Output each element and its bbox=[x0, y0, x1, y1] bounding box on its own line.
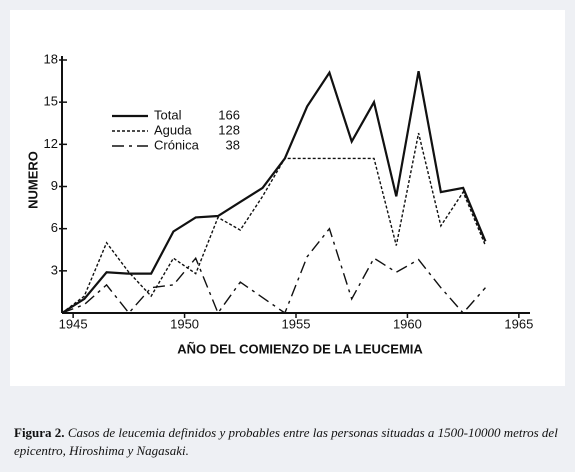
legend-label: Crónica bbox=[154, 137, 200, 152]
chart-panel bbox=[10, 10, 565, 386]
series-line bbox=[61, 70, 487, 314]
legend-count: 38 bbox=[226, 137, 240, 152]
y-tick-label: 3 bbox=[51, 262, 58, 277]
y-tick-label: 18 bbox=[44, 51, 58, 66]
x-tick-label: 1945 bbox=[59, 316, 88, 331]
legend-count: 128 bbox=[218, 122, 240, 137]
legend-label: Aguda bbox=[154, 122, 192, 137]
caption: Figura 2. Casos de leucemia definidos y … bbox=[14, 424, 564, 460]
caption-text: Casos de leucemia definidos y probables … bbox=[14, 425, 558, 458]
x-tick-label: 1965 bbox=[504, 316, 533, 331]
series-line bbox=[61, 227, 486, 315]
y-tick-label: 6 bbox=[51, 220, 58, 235]
x-axis-label: AÑO DEL COMIENZO DE LA LEUCEMIA bbox=[177, 341, 423, 356]
caption-label: Figura 2. bbox=[14, 425, 65, 440]
y-axis-label: NUMERO bbox=[25, 151, 40, 209]
x-tick-label: 1950 bbox=[170, 316, 199, 331]
x-tick-label: 1960 bbox=[393, 316, 422, 331]
series-line bbox=[61, 132, 487, 314]
x-tick-label: 1955 bbox=[282, 316, 311, 331]
y-tick-label: 15 bbox=[44, 94, 58, 109]
legend-count: 166 bbox=[218, 107, 240, 122]
legend-label: Total bbox=[154, 107, 182, 122]
y-tick-label: 12 bbox=[44, 136, 58, 151]
y-tick-label: 9 bbox=[51, 178, 58, 193]
